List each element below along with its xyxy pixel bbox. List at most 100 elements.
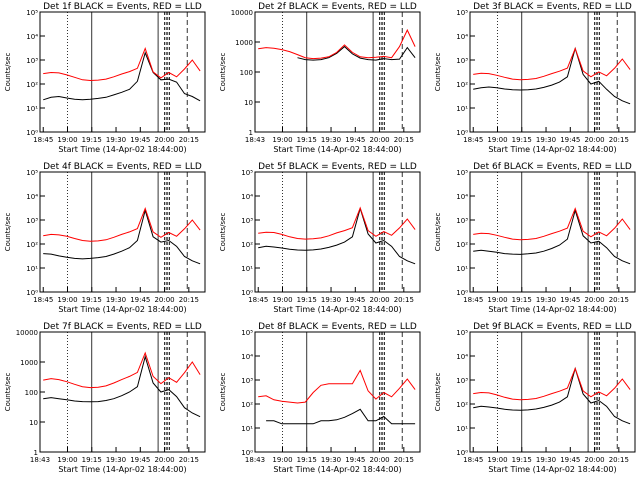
x-tick-label: 19:45 xyxy=(560,136,580,144)
x-tick-label: 19:15 xyxy=(297,456,317,464)
plot-frame xyxy=(469,331,636,453)
x-axis-label: Start Time (14-Apr-02 18:44:00) xyxy=(273,465,401,474)
x-tick-label: 19:15 xyxy=(512,136,532,144)
y-tick-label: 10⁴ xyxy=(456,193,468,201)
x-tick-label: 19:00 xyxy=(57,296,77,304)
y-axis-label: Counts/sec xyxy=(434,373,442,412)
y-tick-label: 10³ xyxy=(456,57,468,65)
x-axis-label: Start Time (14-Apr-02 18:44:00) xyxy=(488,145,616,154)
x-tick-label: 20:15 xyxy=(609,136,629,144)
plot-frame xyxy=(39,11,206,133)
x-tick-label: 19:00 xyxy=(487,136,507,144)
panel-7: Det 7f BLACK = Events, RED = LLD Counts/s… xyxy=(4,322,206,474)
panel-6: Det 6f BLACK = Events, RED = LLD Counts/s… xyxy=(434,162,636,314)
x-axis-label: Start Time (14-Apr-02 18:44:00) xyxy=(488,465,616,474)
x-tick-label: 18:43 xyxy=(30,456,50,464)
y-tick-label: 10¹ xyxy=(456,425,468,433)
x-tick-label: 18:45 xyxy=(248,296,268,304)
series-lld-line xyxy=(473,47,631,81)
x-tick-label: 19:45 xyxy=(130,296,150,304)
series-events-line xyxy=(266,408,416,425)
y-tick-label: 10¹ xyxy=(26,265,38,273)
series-lld-line xyxy=(473,207,631,241)
series-lld-line xyxy=(43,207,201,242)
y-axis-label: Counts/sec xyxy=(434,53,442,92)
plot-frame xyxy=(469,11,636,133)
panel-2: Det 2f BLACK = Events, RED = LLD Counts/s… xyxy=(219,2,421,154)
plot-frame xyxy=(254,171,421,293)
y-tick-label: 10³ xyxy=(456,217,468,225)
y-tick-label: 10² xyxy=(456,81,468,89)
y-tick-label: 10⁰ xyxy=(456,129,468,137)
y-tick-label: 10000 xyxy=(231,9,253,17)
y-tick-label: 10⁵ xyxy=(26,169,38,177)
x-tick-label: 19:15 xyxy=(82,456,102,464)
x-tick-label: 19:45 xyxy=(130,136,150,144)
x-tick-label: 18:45 xyxy=(463,296,483,304)
x-tick-label: 19:30 xyxy=(106,296,126,304)
y-axis-label: Counts/sec xyxy=(4,53,12,92)
x-tick-label: 19:30 xyxy=(106,456,126,464)
x-tick-label: 20:00 xyxy=(154,136,174,144)
series-lld-line xyxy=(258,28,416,60)
y-tick-label: 10⁴ xyxy=(26,193,38,201)
x-tick-label: 20:15 xyxy=(394,456,414,464)
x-axis-label: Start Time (14-Apr-02 18:44:00) xyxy=(58,305,186,314)
plot-frame xyxy=(39,331,206,453)
y-tick-label: 10⁴ xyxy=(456,33,468,41)
plot-frame xyxy=(39,171,206,293)
x-tick-label: 20:00 xyxy=(154,296,174,304)
y-tick-label: 10⁵ xyxy=(26,9,38,17)
x-tick-label: 19:30 xyxy=(321,456,341,464)
x-tick-label: 19:00 xyxy=(57,136,77,144)
x-tick-label: 19:00 xyxy=(487,296,507,304)
x-tick-label: 19:15 xyxy=(512,296,532,304)
x-tick-label: 20:00 xyxy=(154,456,174,464)
y-tick-label: 10³ xyxy=(26,57,38,65)
x-tick-label: 20:00 xyxy=(369,136,389,144)
y-axis-label: Counts/sec xyxy=(219,53,227,92)
panel-title: Det 5f BLACK = Events, RED = LLD xyxy=(258,162,417,172)
panel-title: Det 8f BLACK = Events, RED = LLD xyxy=(258,322,417,332)
series-events-line xyxy=(258,206,416,265)
x-tick-label: 19:00 xyxy=(272,296,292,304)
panel-3: Det 3f BLACK = Events, RED = LLD Counts/s… xyxy=(434,2,636,154)
x-axis-label: Start Time (14-Apr-02 18:44:00) xyxy=(488,305,616,314)
panel-title: Det 9f BLACK = Events, RED = LLD xyxy=(473,322,632,332)
x-tick-label: 19:00 xyxy=(272,136,292,144)
x-tick-label: 20:00 xyxy=(369,296,389,304)
y-tick-label: 1000 xyxy=(235,39,253,47)
y-tick-label: 10⁴ xyxy=(456,353,468,361)
x-tick-label: 20:00 xyxy=(584,296,604,304)
y-tick-label: 10⁰ xyxy=(241,449,253,457)
x-tick-label: 20:15 xyxy=(394,136,414,144)
panel-title: Det 6f BLACK = Events, RED = LLD xyxy=(473,162,632,172)
panel-title: Det 4f BLACK = Events, RED = LLD xyxy=(43,162,202,172)
plot-frame xyxy=(254,331,421,453)
y-tick-label: 100 xyxy=(25,389,38,397)
x-tick-label: 19:15 xyxy=(82,136,102,144)
panel-9: Det 9f BLACK = Events, RED = LLD Counts/s… xyxy=(434,322,636,474)
series-events-line xyxy=(473,46,631,105)
y-tick-label: 10000 xyxy=(16,329,38,337)
y-tick-label: 10³ xyxy=(26,217,38,225)
y-tick-label: 10² xyxy=(26,241,38,249)
y-tick-label: 10¹ xyxy=(456,265,468,273)
x-tick-label: 20:15 xyxy=(609,296,629,304)
y-tick-label: 10⁵ xyxy=(456,329,468,337)
x-tick-label: 18:45 xyxy=(463,456,483,464)
series-events-line xyxy=(43,354,201,418)
x-axis-label: Start Time (14-Apr-02 18:44:00) xyxy=(58,145,186,154)
y-tick-label: 10² xyxy=(241,241,253,249)
x-axis-label: Start Time (14-Apr-02 18:44:00) xyxy=(273,145,401,154)
x-tick-label: 19:30 xyxy=(536,456,556,464)
x-tick-label: 19:15 xyxy=(297,296,317,304)
panel-title: Det 2f BLACK = Events, RED = LLD xyxy=(258,2,417,12)
x-tick-label: 19:00 xyxy=(57,456,77,464)
y-tick-label: 10² xyxy=(241,401,253,409)
x-tick-label: 18:45 xyxy=(33,296,53,304)
y-tick-label: 10 xyxy=(244,99,253,107)
x-tick-label: 18:45 xyxy=(463,136,483,144)
y-tick-label: 10³ xyxy=(456,377,468,385)
